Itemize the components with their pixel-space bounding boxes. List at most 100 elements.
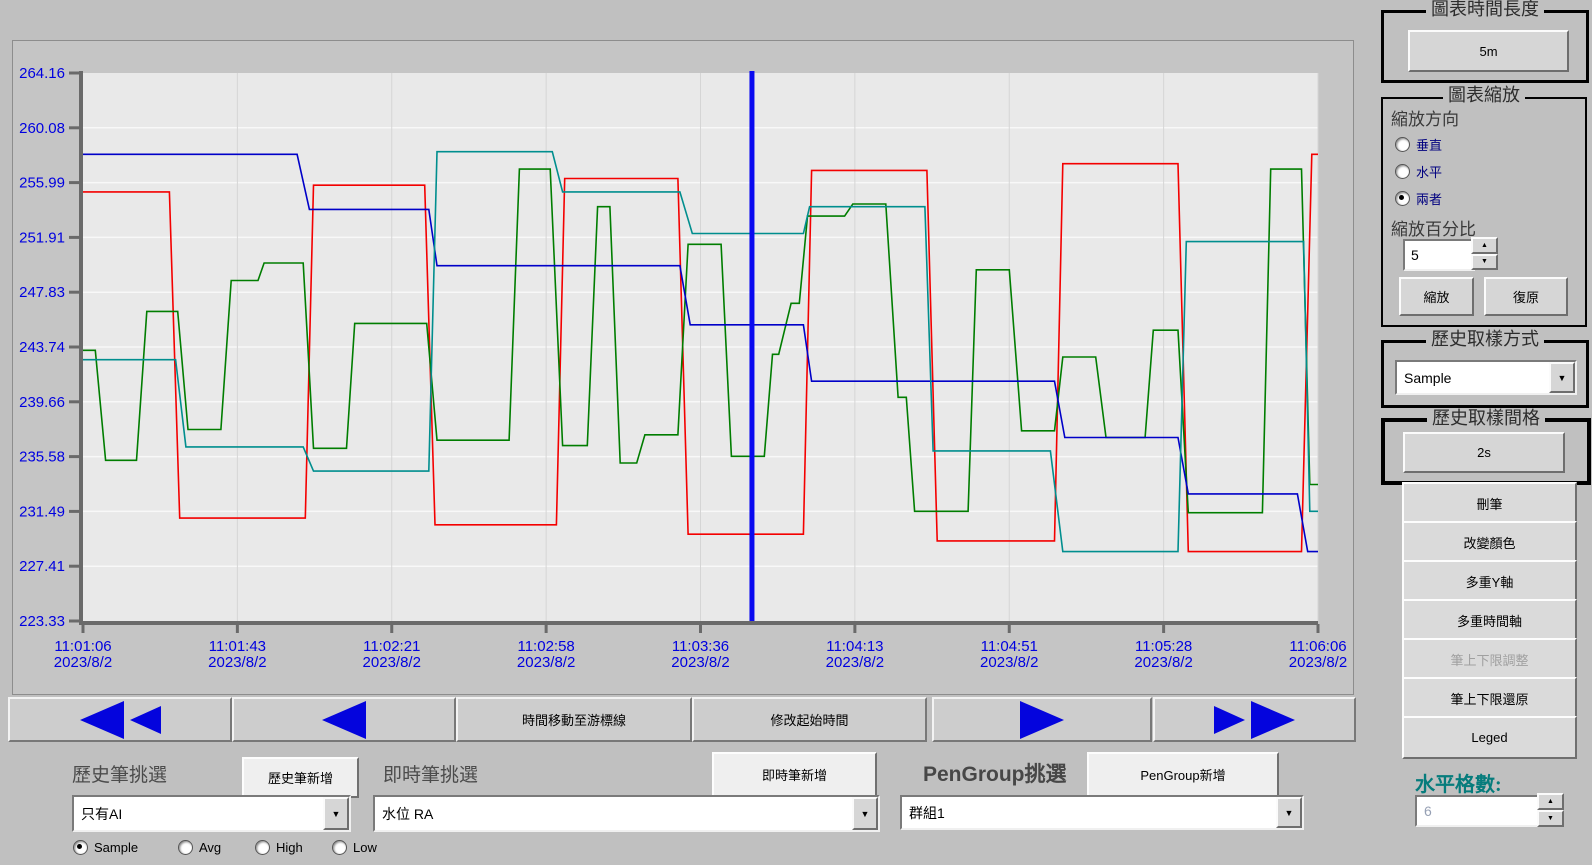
change-color-button[interactable]: 改變顏色 [1402, 521, 1577, 564]
stat-radio-low[interactable]: Low [332, 840, 377, 855]
zoom-percent-spinner[interactable]: ▲ ▼ [1471, 237, 1498, 270]
horizontal-grid-count-spinner[interactable]: ▲ ▼ [1537, 793, 1564, 827]
history-sample-method-value: Sample [1404, 369, 1452, 386]
zoom-dir-radio-horizontal[interactable]: 水平 [1395, 162, 1442, 181]
double-right-arrow-icon [1214, 705, 1245, 734]
history-pen-combobox-value: 只有AI [81, 805, 123, 822]
chart-time-length-title: 圖表時間長度 [1426, 0, 1544, 21]
zoom-dir-radio-vertical[interactable]: 垂直 [1395, 135, 1442, 154]
svg-text:227.41: 227.41 [19, 558, 65, 575]
svg-text:2023/8/2: 2023/8/2 [1289, 654, 1347, 671]
zoom-dir-both-label: 兩者 [1416, 192, 1443, 207]
svg-text:264.16: 264.16 [19, 65, 65, 82]
svg-text:2023/8/2: 2023/8/2 [517, 654, 575, 671]
legend-button[interactable]: Leged [1402, 716, 1577, 759]
zoom-restore-button[interactable]: 復原 [1484, 277, 1568, 316]
radio-dot-icon [73, 840, 88, 855]
pengroup-label: PenGroup挑選 [923, 763, 1067, 786]
stat-radio-avg[interactable]: Avg [178, 840, 221, 855]
pengroup-add-button[interactable]: PenGroup新增 [1087, 752, 1279, 797]
svg-text:11:01:43: 11:01:43 [209, 638, 266, 655]
radio-dot-icon [255, 840, 270, 855]
history-sample-method-title: 歷史取樣方式 [1426, 329, 1544, 351]
teal-pen [83, 150, 1318, 553]
multi-y-axis-button[interactable]: 多重Y軸 [1402, 560, 1577, 603]
zoom-direction-label: 縮放方向 [1391, 110, 1459, 129]
trend-chart: 264.16 260.08 255.99 251.91 247.83 243.74 239.… [19, 65, 1347, 671]
history-pen-combobox[interactable]: 只有AI ▼ [72, 795, 351, 832]
svg-text:2023/8/2: 2023/8/2 [208, 654, 266, 671]
scroll-fast-left-button[interactable] [8, 697, 232, 742]
pengroup-combobox-arrow-icon[interactable]: ▼ [1276, 797, 1302, 828]
horizontal-grid-count-input[interactable]: 6 [1415, 795, 1544, 827]
delete-pen-button[interactable]: 刪筆 [1402, 482, 1577, 525]
spinner-up-icon[interactable]: ▲ [1537, 793, 1564, 810]
history-pen-add-button[interactable]: 歷史筆新增 [242, 757, 359, 798]
realtime-pen-label: 即時筆挑選 [383, 765, 479, 786]
svg-text:247.83: 247.83 [19, 284, 65, 301]
stat-radio-sample-label: Sample [94, 840, 139, 855]
double-right-arrow-icon-2 [1251, 700, 1295, 739]
pen-limit-restore-button[interactable]: 筆上下限還原 [1402, 677, 1577, 720]
history-pen-combobox-arrow-icon[interactable]: ▼ [323, 797, 349, 830]
realtime-pen-combobox-arrow-icon[interactable]: ▼ [852, 797, 878, 830]
radio-dot-icon [1395, 137, 1410, 152]
pengroup-combobox-value: 群組1 [909, 804, 945, 821]
svg-text:11:05:28: 11:05:28 [1135, 638, 1192, 655]
modify-start-time-button[interactable]: 修改起始時間 [692, 697, 927, 742]
svg-text:11:04:13: 11:04:13 [826, 638, 883, 655]
radio-dot-icon [1395, 191, 1410, 206]
svg-text:255.99: 255.99 [19, 175, 65, 192]
chart-zoom-title: 圖表縮放 [1443, 85, 1525, 107]
pen-limit-adjust-button: 筆上下限調整 [1402, 638, 1577, 681]
stat-radio-avg-label: Avg [199, 840, 222, 855]
spinner-down-icon[interactable]: ▼ [1537, 810, 1564, 827]
svg-text:260.08: 260.08 [19, 120, 65, 137]
scroll-left-button[interactable] [232, 697, 456, 742]
history-pen-label: 歷史筆挑選 [72, 765, 168, 786]
svg-text:11:02:58: 11:02:58 [517, 638, 574, 655]
scroll-fast-right-button[interactable] [1153, 697, 1356, 742]
svg-text:11:04:51: 11:04:51 [981, 638, 1038, 655]
double-left-arrow-icon-2 [129, 705, 161, 734]
history-sample-interval-group: 歷史取樣間格 2s [1381, 408, 1591, 485]
realtime-pen-add-button[interactable]: 即時筆新增 [712, 752, 877, 797]
radio-dot-icon [332, 840, 347, 855]
right-arrow-icon [1020, 700, 1064, 739]
svg-text:2023/8/2: 2023/8/2 [363, 654, 421, 671]
chart-time-length-button[interactable]: 5m [1408, 30, 1569, 72]
svg-text:239.66: 239.66 [19, 394, 65, 411]
svg-text:243.74: 243.74 [19, 339, 65, 356]
spinner-up-icon[interactable]: ▲ [1471, 237, 1498, 254]
svg-text:251.91: 251.91 [19, 229, 65, 246]
stat-radio-high[interactable]: High [255, 840, 303, 855]
scroll-right-button[interactable] [932, 697, 1152, 742]
svg-text:2023/8/2: 2023/8/2 [671, 654, 729, 671]
chart-zoom-group: 圖表縮放 縮放方向 垂直 水平 兩者 縮放百分比 5 ▲ ▼ 縮放 復原 [1381, 85, 1587, 327]
stat-radio-sample[interactable]: Sample [73, 840, 138, 855]
spinner-down-icon[interactable]: ▼ [1471, 253, 1498, 270]
chart-time-length-group: 圖表時間長度 5m [1381, 0, 1589, 83]
svg-text:223.33: 223.33 [19, 613, 65, 630]
zoom-dir-radio-both[interactable]: 兩者 [1395, 189, 1442, 208]
history-sample-method-combobox[interactable]: Sample ▼ [1395, 360, 1577, 395]
history-sample-method-arrow-icon[interactable]: ▼ [1549, 362, 1575, 393]
history-sample-interval-button[interactable]: 2s [1403, 432, 1565, 473]
zoom-apply-button[interactable]: 縮放 [1399, 277, 1474, 316]
realtime-pen-combobox[interactable]: 水位 RA ▼ [373, 795, 880, 832]
trend-chart-panel: 264.16 260.08 255.99 251.91 247.83 243.74 239.… [12, 40, 1354, 695]
svg-text:11:06:06: 11:06:06 [1289, 638, 1346, 655]
pengroup-combobox[interactable]: 群組1 ▼ [900, 795, 1304, 830]
zoom-dir-horizontal-label: 水平 [1416, 165, 1443, 180]
multi-time-axis-button[interactable]: 多重時間軸 [1402, 599, 1577, 642]
history-sample-method-group: 歷史取樣方式 Sample ▼ [1381, 329, 1589, 408]
zoom-percent-input[interactable]: 5 [1403, 239, 1475, 271]
zoom-percent-label: 縮放百分比 [1391, 220, 1476, 239]
history-sample-interval-title: 歷史取樣間格 [1427, 408, 1545, 430]
svg-text:231.49: 231.49 [19, 503, 65, 520]
svg-text:11:02:21: 11:02:21 [363, 638, 420, 655]
move-time-to-cursor-button[interactable]: 時間移動至游標線 [456, 697, 692, 742]
left-arrow-icon [322, 700, 366, 739]
svg-text:2023/8/2: 2023/8/2 [980, 654, 1038, 671]
